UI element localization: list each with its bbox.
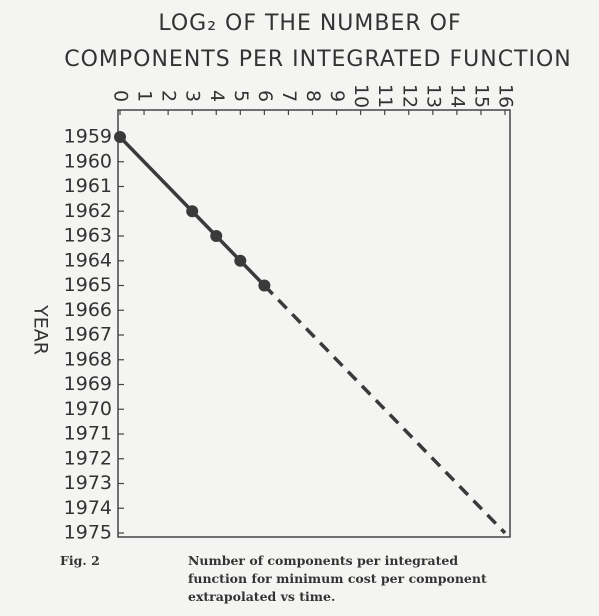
figure-label: Fig. 2 — [60, 553, 100, 568]
y-tick-label: 1972 — [64, 447, 112, 469]
y-axis-label: YEAR — [30, 304, 52, 355]
y-tick-label: 1973 — [64, 472, 112, 494]
x-tick-label: 3 — [182, 90, 204, 102]
y-tick-label: 1964 — [64, 249, 112, 271]
x-tick-label: 11 — [374, 84, 396, 108]
x-tick-label: 4 — [206, 90, 228, 102]
x-tick-label: 8 — [302, 90, 324, 102]
data-point — [186, 205, 199, 218]
data-point — [234, 254, 247, 267]
y-tick-label: 1970 — [64, 398, 112, 420]
x-tick-label: 5 — [230, 90, 252, 102]
y-tick-label: 1959 — [64, 126, 112, 148]
x-tick-label: 7 — [278, 90, 300, 102]
x-tick-label: 13 — [422, 84, 444, 108]
x-tick-label: 12 — [398, 84, 420, 108]
x-tick-label: 10 — [350, 84, 372, 108]
y-tick-label: 1975 — [64, 522, 112, 544]
series-line — [263, 284, 507, 535]
x-tick-label: 0 — [110, 90, 132, 102]
y-tick-label: 1962 — [64, 200, 112, 222]
data-point — [210, 230, 223, 242]
y-tick-label: 1960 — [64, 150, 112, 172]
x-tick-label: 6 — [254, 90, 276, 102]
y-tick-label: 1966 — [64, 299, 112, 321]
caption: extrapolated vs time. — [188, 589, 335, 604]
y-tick-label: 1961 — [64, 175, 112, 197]
caption: function for minimum cost per component — [188, 571, 487, 586]
y-tick-label: 1968 — [64, 348, 112, 370]
chart-title: LOG₂ OF THE NUMBER OF — [158, 11, 461, 36]
y-tick-label: 1974 — [64, 497, 112, 519]
data-point — [114, 131, 126, 143]
x-tick-label: 16 — [495, 84, 517, 108]
y-tick-label: 1963 — [64, 225, 112, 247]
caption: Number of components per integrated — [188, 553, 458, 568]
y-tick-label: 1969 — [64, 373, 112, 395]
x-tick-label: 15 — [470, 84, 492, 108]
chart-title: COMPONENTS PER INTEGRATED FUNCTION — [64, 47, 572, 72]
x-tick-label: 1 — [134, 90, 156, 102]
x-tick-label: 14 — [446, 84, 468, 108]
y-tick-label: 1965 — [64, 274, 112, 296]
y-tick-label: 1971 — [64, 423, 112, 445]
x-tick-label: 2 — [158, 90, 180, 102]
x-tick-label: 9 — [326, 90, 348, 102]
y-tick-label: 1967 — [64, 324, 112, 346]
plot-frame — [117, 109, 511, 538]
